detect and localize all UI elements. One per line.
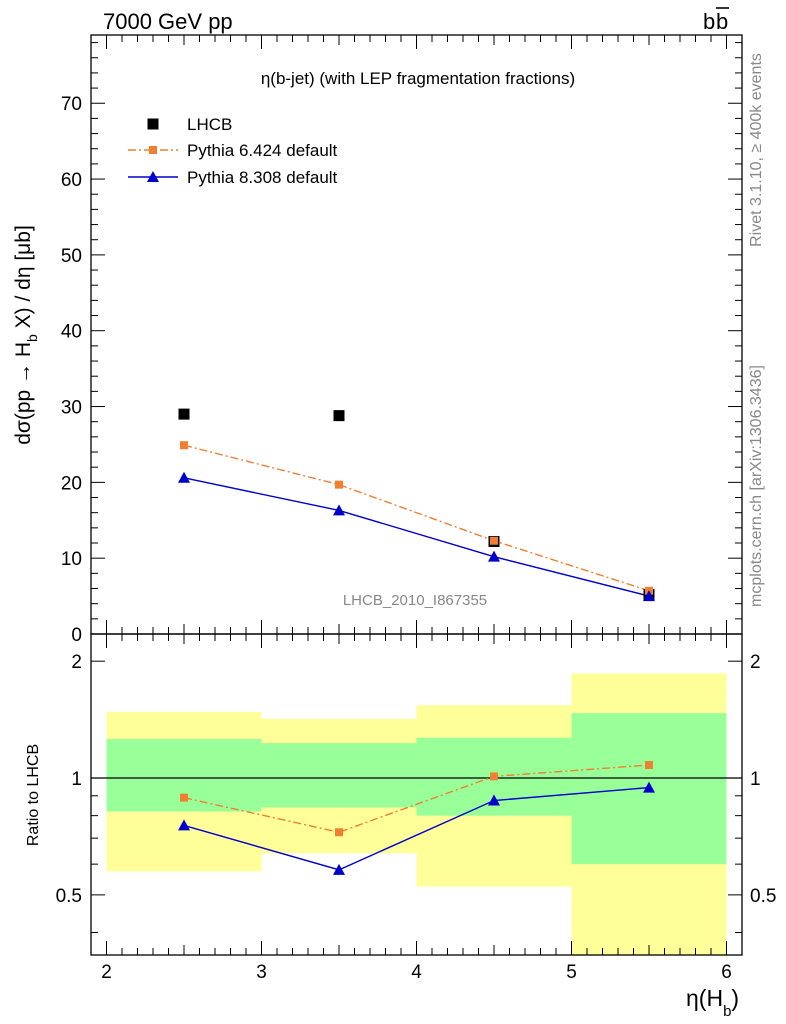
ratio-line-pythia6 (183, 764, 650, 833)
marker-pythia8 (488, 550, 500, 562)
main-ylabel-text: dσ(pp → Hb X) / dη [μb] (12, 225, 40, 445)
x-axis-label: η(Hb) (686, 985, 739, 1020)
x-tick-label: 6 (721, 962, 732, 983)
main-y-axis-label: dσ(pp → Hb X) / dη [μb] (12, 225, 40, 445)
side-text-rivet: Rivet 3.1.10, ≥ 400k events (748, 53, 765, 247)
main-series-layer (178, 408, 655, 602)
side-text-mcplots: mcplots.cern.ch [arXiv:1306.3436] (748, 365, 765, 607)
main-title: η(b-jet) (with LEP fragmentation fractio… (261, 69, 575, 88)
main-ticks: 0 10 20 30 40 50 60 70 (61, 35, 742, 646)
main-y-tick-label: 60 (61, 170, 82, 191)
ratio-panel: 0.5 0.5 1 1 2 2 2 3 4 5 6 Ratio to LHCB η(Hb) (25, 633, 776, 1020)
legend-marker-lhcb (147, 118, 159, 130)
ratio-series-layer (178, 761, 655, 875)
ratio-marker-pythia8 (333, 863, 345, 875)
legend-marker-pythia6 (149, 146, 157, 154)
series-line-pythia6 (183, 444, 650, 592)
data-point-lhcb (333, 410, 345, 422)
main-y-tick-label: 10 (61, 549, 82, 570)
ratio-marker-pythia6 (645, 761, 653, 770)
legend-marker-pythia8 (147, 171, 159, 182)
marker-pythia8 (643, 590, 655, 602)
marker-pythia6 (180, 441, 188, 450)
ratio-marker-pythia6 (490, 772, 498, 781)
main-panel: 0 10 20 30 40 50 60 70 η(b-jet) (with LEP fragm… (12, 34, 743, 646)
ratio-bands-layer (91, 673, 742, 955)
ratio-y-tick-label-right: 1 (750, 769, 761, 790)
x-tick-label: 5 (566, 962, 577, 983)
header-energy: 7000 GeV pp (103, 9, 233, 34)
marker-pythia8 (178, 471, 190, 483)
marker-pythia6 (490, 536, 498, 545)
legend-label: Pythia 6.424 default (187, 141, 338, 160)
data-point-lhcb (178, 408, 190, 420)
analysis-label: LHCB_2010_I867355 (343, 592, 487, 609)
main-y-tick-label: 0 (71, 625, 82, 646)
x-tick-label: 3 (256, 962, 267, 983)
ratio-marker-pythia8 (178, 819, 190, 831)
main-y-tick-label: 20 (61, 473, 82, 494)
main-y-tick-label: 30 (61, 398, 82, 419)
ratio-marker-pythia8 (643, 781, 655, 793)
x-tick-label: 4 (411, 962, 422, 983)
main-y-tick-label: 50 (61, 246, 82, 267)
ratio-y-tick-label-right: 2 (750, 652, 761, 673)
ratio-frame (90, 633, 743, 956)
ratio-ticks: 0.5 0.5 1 1 2 2 2 3 4 5 6 (56, 634, 776, 983)
legend: LHCB Pythia 6.424 default Pythia 8.308 def… (128, 115, 338, 187)
marker-pythia6 (335, 480, 343, 489)
legend-label: LHCB (187, 115, 232, 134)
ratio-ylabel: Ratio to LHCB (25, 744, 42, 846)
ratio-band-inner (261, 743, 417, 808)
main-y-tick-label: 40 (61, 322, 82, 343)
x-tick-label: 2 (101, 962, 112, 983)
ratio-line-pythia8 (183, 786, 650, 871)
ratio-marker-pythia6 (335, 828, 343, 837)
legend-label: Pythia 8.308 default (187, 168, 338, 187)
header-process: b b (703, 7, 729, 34)
ratio-y-tick-label: 1 (71, 769, 82, 790)
main-y-tick-label: 70 (61, 94, 82, 115)
series-line-pythia8 (183, 477, 650, 597)
xlabel-text: η(Hb) (686, 985, 739, 1020)
marker-pythia8 (333, 504, 345, 516)
header-process-b: b (703, 9, 715, 34)
ratio-marker-pythia6 (180, 793, 188, 802)
ratio-y-tick-label: 2 (71, 652, 82, 673)
ratio-y-tick-label: 0.5 (56, 886, 82, 907)
header-process-bbar: b (716, 9, 728, 34)
ratio-y-tick-label-right: 0.5 (750, 886, 776, 907)
ratio-marker-pythia8 (488, 794, 500, 806)
